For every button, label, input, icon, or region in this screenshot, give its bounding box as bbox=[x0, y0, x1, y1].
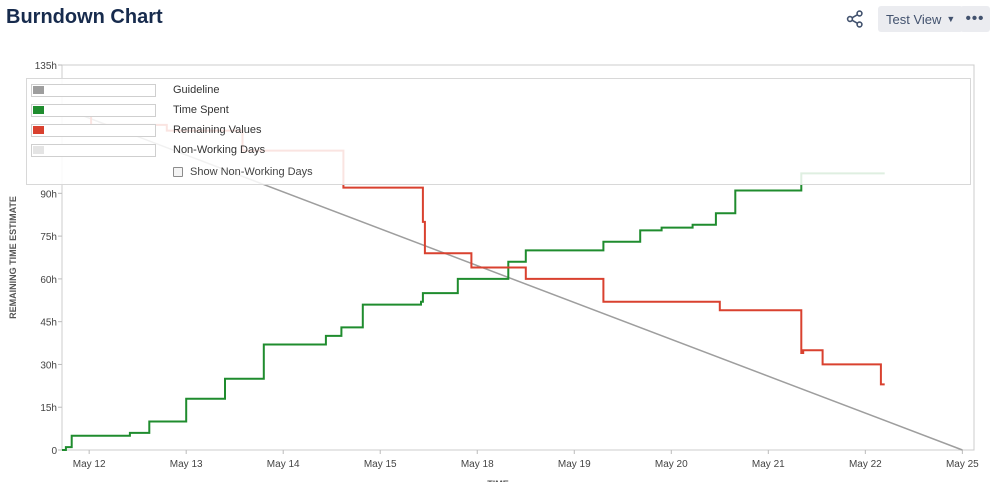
legend-swatch-remaining-values bbox=[33, 125, 44, 134]
x-tick-label: May 12 bbox=[73, 459, 106, 470]
show-non-working-days-checkbox[interactable] bbox=[173, 167, 183, 177]
y-tick-label: 15h bbox=[40, 403, 57, 414]
legend-swatch-non-working-days bbox=[33, 145, 44, 154]
view-select-label: Test View bbox=[886, 11, 942, 27]
plot-frame bbox=[61, 64, 975, 451]
caret-down-icon: ▼ bbox=[946, 14, 956, 24]
x-tick-label: May 18 bbox=[461, 459, 494, 470]
x-tick-label: May 14 bbox=[267, 459, 300, 470]
more-horizontal-icon: ••• bbox=[965, 10, 985, 27]
series-line-time-spent bbox=[62, 172, 885, 451]
x-tick-label: May 25 bbox=[946, 459, 979, 470]
legend-label-non-working-days: Non-Working Days bbox=[173, 144, 266, 156]
y-tick-label: 45h bbox=[40, 318, 57, 329]
x-tick-label: May 19 bbox=[558, 459, 591, 470]
share-button[interactable] bbox=[840, 6, 870, 32]
page-title: Burndown Chart bbox=[6, 6, 163, 28]
y-tick-label: 135h bbox=[35, 61, 57, 72]
legend-item-non-working-days[interactable]: Non-Working Days bbox=[31, 143, 265, 157]
legend-item-remaining-values[interactable]: Remaining Values bbox=[31, 123, 261, 137]
y-tick-label: 0 bbox=[51, 446, 57, 457]
y-tick-label: 75h bbox=[40, 232, 57, 243]
y-tick-label: 30h bbox=[40, 360, 57, 371]
legend-item-guideline[interactable]: Guideline bbox=[31, 83, 219, 97]
x-tick-label: May 20 bbox=[655, 459, 688, 470]
x-tick-label: May 13 bbox=[170, 459, 203, 470]
legend-swatch-guideline bbox=[33, 85, 44, 94]
legend-item-time-spent[interactable]: Time Spent bbox=[31, 103, 229, 117]
legend-swatch-time-spent bbox=[33, 105, 44, 114]
x-tick-label: May 22 bbox=[849, 459, 882, 470]
show-non-working-days-toggle[interactable]: Show Non-Working Days bbox=[173, 166, 313, 178]
y-tick-label: 90h bbox=[40, 189, 57, 200]
chart-legend: Guideline Time Spent Remaining Values No… bbox=[26, 78, 971, 185]
show-non-working-days-label: Show Non-Working Days bbox=[190, 166, 313, 178]
legend-label-time-spent: Time Spent bbox=[173, 104, 229, 116]
share-icon bbox=[846, 10, 863, 28]
view-select-button[interactable]: Test View ▼ bbox=[878, 6, 964, 32]
x-tick-label: May 15 bbox=[364, 459, 397, 470]
y-axis-title: REMAINING TIME ESTIMATE bbox=[8, 196, 18, 319]
legend-label-guideline: Guideline bbox=[173, 84, 220, 96]
more-actions-button[interactable]: ••• bbox=[960, 6, 990, 32]
y-tick-label: 60h bbox=[40, 275, 57, 286]
x-axis-title: TIME bbox=[487, 479, 509, 482]
legend-label-remaining-values: Remaining Values bbox=[173, 124, 262, 136]
x-tick-label: May 21 bbox=[752, 459, 785, 470]
